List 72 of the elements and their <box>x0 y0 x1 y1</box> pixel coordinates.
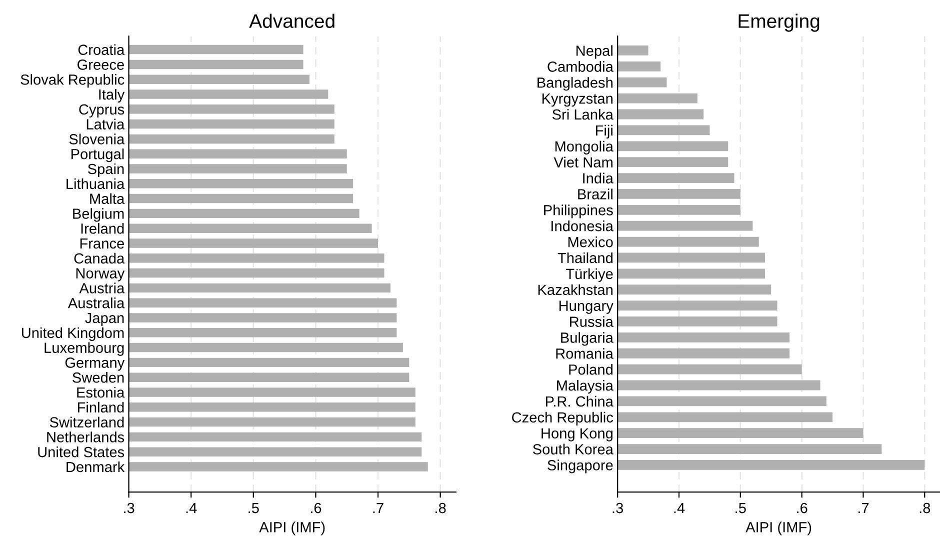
y-tick-label: Estonia <box>77 386 125 398</box>
y-tick-label: Japan <box>85 312 124 326</box>
y-tick-label: Romania <box>556 348 614 359</box>
y-tick-label: Nepal <box>576 45 612 59</box>
x-tick-label: .8 <box>436 502 446 514</box>
y-tick-label: Indonesia <box>552 220 614 232</box>
y-tick-label: France <box>80 238 124 249</box>
y-tick-label: Malaysia <box>557 380 614 394</box>
y-tick-label: Norway <box>76 268 125 282</box>
y-tick-label: Singapore <box>548 460 613 474</box>
x-tick-label: .3 <box>612 502 624 514</box>
y-tick-label: Germany <box>65 358 125 371</box>
x-tick-label: .6 <box>797 502 808 514</box>
y-tick-label: Bulgaria <box>561 332 614 346</box>
y-tick-label: Sweden <box>72 372 124 383</box>
y-tick-label: Italy <box>99 88 125 103</box>
x-tick-label: .7 <box>858 503 869 514</box>
y-tick-label: Poland <box>569 364 612 375</box>
y-tick-label: India <box>583 172 614 184</box>
y-tick-label: Russia <box>570 316 614 327</box>
y-tick-label: Greece <box>78 60 124 70</box>
x-tick-label: .4 <box>674 503 685 514</box>
y-tick-label: Malta <box>90 193 125 204</box>
y-tick-label: Bangladesh <box>538 77 612 91</box>
y-tick-label: Brazil <box>578 188 612 200</box>
x-axis-title: AIPI (IMF) <box>746 522 812 536</box>
y-tick-label: Ireland <box>81 223 124 234</box>
y-tick-label: Croatia <box>78 44 125 55</box>
x-tick-label: .3 <box>124 502 134 514</box>
y-tick-label: Switzerland <box>50 416 124 428</box>
y-tick-label: Luxembourg <box>44 342 124 356</box>
y-tick-label: Cyprus <box>79 104 124 118</box>
y-tick-label: Australia <box>68 298 125 308</box>
y-tick-label: Cambodia <box>548 61 614 72</box>
y-tick-label: Lithuania <box>66 178 125 190</box>
y-tick-label: United Kingdom <box>22 327 124 341</box>
y-tick-label: Kazakhstan <box>538 284 612 296</box>
y-tick-label: Latvia <box>86 118 125 130</box>
y-tick-label: Kyrgyzstan <box>542 94 612 107</box>
y-tick-label: Mongolia <box>555 140 614 154</box>
y-tick-label: Austria <box>79 282 125 294</box>
x-tick-label: .6 <box>310 502 322 514</box>
y-tick-label: Netherlands <box>47 432 124 442</box>
y-tick-label: South Korea <box>533 444 614 454</box>
y-tick-label: P.R. China <box>546 396 614 407</box>
y-tick-label: Hungary <box>559 300 614 314</box>
x-tick-label: .8 <box>920 502 930 514</box>
x-tick-label: .5 <box>736 503 746 514</box>
y-tick-label: Fiji <box>596 124 612 139</box>
y-tick-label: Mexico <box>568 236 613 248</box>
y-tick-label: Finland <box>78 402 124 413</box>
y-tick-label: Portugal <box>71 148 124 162</box>
y-tick-label: Türkiye <box>566 268 613 282</box>
y-tick-label: Canada <box>74 252 125 264</box>
y-tick-label: Spain <box>88 163 124 178</box>
y-tick-label: Slovenia <box>69 134 125 144</box>
x-tick-label: .4 <box>186 503 197 514</box>
x-axis-title: AIPI (IMF) <box>259 522 325 536</box>
y-tick-label: Viet Nam <box>554 156 612 168</box>
chart-title: Emerging <box>738 14 820 32</box>
y-tick-label: Philippines <box>544 204 613 218</box>
y-tick-label: Slovak Republic <box>20 74 124 88</box>
x-tick-label: .5 <box>248 503 259 514</box>
x-tick-label: .7 <box>373 503 384 514</box>
y-tick-label: United States <box>38 446 124 458</box>
chart-title: Advanced <box>249 14 334 28</box>
y-tick-label: Belgium <box>73 208 124 222</box>
y-tick-label: Denmark <box>66 461 125 472</box>
y-tick-label: Sri Lanka <box>552 108 614 120</box>
y-tick-label: Thailand <box>558 252 612 264</box>
y-tick-label: Hong Kong <box>542 428 612 442</box>
y-tick-label: Czech Republic <box>512 412 614 426</box>
